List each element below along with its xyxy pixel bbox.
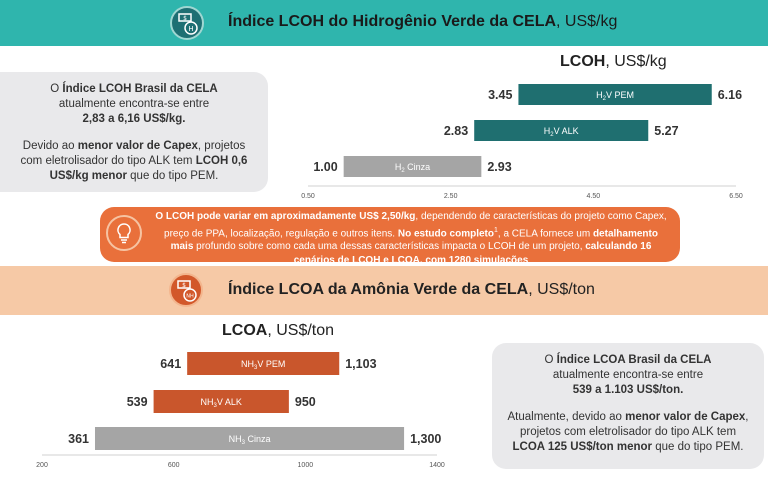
bar-1 — [474, 120, 649, 141]
bar-label: NH3V PEM — [241, 359, 285, 371]
bar-label: H2 Cinza — [395, 162, 430, 174]
x-tick-label: 6.50 — [729, 193, 743, 200]
max-value-label: 2.93 — [487, 160, 511, 174]
lcoa-chart-title: LCOA, US$/ton — [222, 322, 335, 339]
bar-0 — [187, 352, 340, 375]
svg-text:H: H — [188, 25, 193, 33]
min-value-label: 361 — [68, 432, 89, 446]
x-tick-label: 2.50 — [444, 193, 458, 200]
bar-2 — [343, 156, 482, 177]
bar-label: H2V ALK — [544, 126, 579, 138]
lcoh-chart-title: LCOH, US$/kg — [560, 53, 667, 70]
min-value-label: 3.45 — [488, 88, 512, 102]
min-value-label: 641 — [160, 357, 181, 371]
bar-1 — [153, 390, 289, 413]
max-value-label: 1,300 — [410, 432, 441, 446]
note-box: O LCOH pode variar em aproximadamente US… — [100, 207, 680, 266]
max-value-label: 6.16 — [718, 88, 742, 102]
x-tick-label: 200 — [36, 462, 48, 469]
x-tick-label: 0.50 — [301, 193, 315, 200]
x-tick-label: 600 — [168, 462, 180, 469]
page-title: Índice LCOH do Hidrogênio Verde da CELA,… — [228, 13, 618, 30]
money-hydrogen-icon: $ H — [170, 6, 204, 40]
svg-text:$: $ — [183, 15, 187, 22]
lcoa-info-box: O Índice LCOA Brasil da CELA atualmente … — [492, 343, 764, 469]
max-value-label: 5.27 — [654, 124, 678, 138]
bar-label: H2V PEM — [596, 90, 634, 102]
lcoa-header-band — [0, 266, 768, 315]
lcoh-info-box: O Índice LCOH Brasil da CELA atualmente … — [0, 72, 268, 192]
header-band — [0, 0, 768, 46]
bar-0 — [518, 84, 712, 105]
svg-text:$: $ — [182, 282, 186, 289]
bar-label: NH3 Cinza — [229, 434, 271, 446]
min-value-label: 1.00 — [313, 160, 337, 174]
lcoa-section-title: Índice LCOA da Amônia Verde da CELA, US$… — [228, 281, 595, 298]
x-tick-label: 4.50 — [587, 193, 601, 200]
lightbulb-icon — [106, 215, 142, 251]
max-value-label: 1,103 — [345, 357, 376, 371]
money-ammonia-icon: $ NH — [169, 273, 203, 307]
bar-2 — [94, 427, 405, 450]
min-value-label: 539 — [127, 395, 148, 409]
min-value-label: 2.83 — [444, 124, 468, 138]
svg-text:NH: NH — [186, 294, 194, 300]
bar-label: NH3V ALK — [201, 397, 242, 409]
max-value-label: 950 — [295, 395, 316, 409]
x-tick-label: 1000 — [298, 462, 314, 469]
x-tick-label: 1400 — [429, 462, 445, 469]
